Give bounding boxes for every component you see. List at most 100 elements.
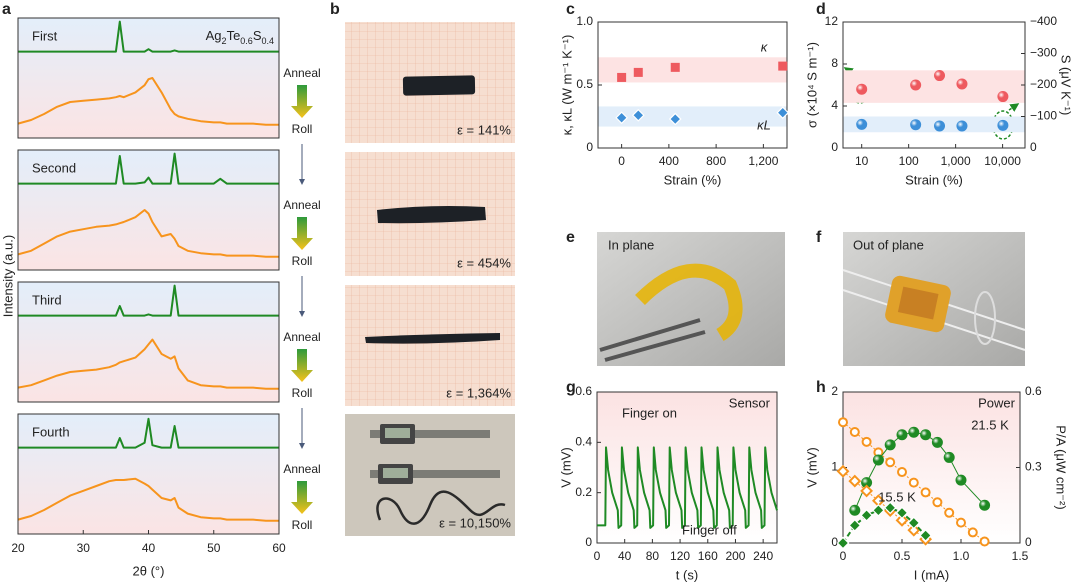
marker: [861, 436, 872, 447]
marker: [907, 516, 921, 530]
x-tick-label: 20: [11, 541, 25, 555]
panel-background: [18, 150, 279, 270]
marker: [633, 67, 643, 77]
plot-frame: [596, 391, 778, 544]
x-tick-label: 40: [618, 549, 632, 563]
x-axis-label: I (mA): [914, 567, 949, 582]
marker: [908, 426, 920, 438]
plot-background: [843, 392, 1020, 543]
marker: [836, 536, 850, 550]
formula-part: 0.4: [261, 36, 274, 46]
y-tick-label: 0: [831, 140, 838, 154]
marker: [883, 501, 897, 515]
x-tick-label: 0: [594, 549, 601, 563]
spectrum-line: [18, 20, 279, 53]
marker: [908, 477, 919, 488]
y-tick-label: 0: [585, 535, 592, 549]
marker: [967, 527, 978, 538]
y-tick-label: 0.6: [575, 384, 592, 398]
marker: [920, 429, 932, 441]
annotation: 21.5 K: [971, 417, 1009, 432]
spectrum-line: [17, 477, 279, 522]
y-tick-label: 0: [586, 140, 593, 154]
marker: [979, 536, 990, 547]
panel-background: [18, 414, 279, 534]
marker: [885, 457, 896, 468]
x-tick-label: 0: [840, 549, 847, 563]
x-axis-label: Strain (%): [664, 172, 722, 187]
series-label: κ: [761, 39, 769, 54]
marker: [943, 451, 955, 463]
marker: [931, 436, 943, 448]
marker: [956, 78, 968, 90]
formula-part: 0.6: [240, 36, 253, 46]
marker: [848, 474, 862, 488]
panel-letter: d: [816, 1, 826, 18]
photo-caption: ε = 1,364%: [446, 385, 511, 400]
x-tick-label: 1,000: [941, 154, 971, 168]
formula-part: 2: [222, 36, 227, 46]
process-arrow: [291, 349, 313, 382]
panel-letter: a: [2, 1, 11, 18]
marker: [861, 477, 873, 489]
photo-b: [345, 22, 515, 536]
spectrum-line: [17, 77, 279, 126]
y-axis-label: σ (×10⁴ S m⁻¹): [804, 42, 819, 128]
process-step: Roll: [292, 122, 313, 136]
annotation: 15.5 K: [878, 489, 916, 504]
process-arrow: [291, 85, 313, 118]
band: [843, 116, 1025, 133]
y2-axis-label: P/A (μW cm⁻²): [1054, 425, 1069, 509]
marker: [615, 111, 628, 125]
x-tick-label: 160: [698, 549, 718, 563]
x-tick-label: 50: [207, 541, 221, 555]
process-step: Roll: [292, 254, 313, 268]
panel-name: Fourth: [32, 424, 70, 439]
marker: [860, 508, 873, 522]
y2-tick-label: −300: [1030, 46, 1057, 60]
panel-name: First: [32, 28, 58, 43]
x-tick-label: 30: [77, 541, 91, 555]
y2-tick-label: −400: [1030, 14, 1057, 28]
y-axis-label: V (mV): [558, 447, 573, 487]
x-tick-label: 1.5: [1012, 549, 1029, 563]
y-tick-label: 1: [831, 460, 838, 474]
marker: [979, 499, 991, 511]
process-arrow: [291, 481, 313, 514]
process-step: Anneal: [283, 462, 320, 476]
x-tick-label: 100: [899, 154, 919, 168]
formula: Ag2Te0.6S0.4: [206, 28, 274, 46]
formula-part: Te: [227, 28, 241, 43]
x-tick-label: 10: [855, 154, 869, 168]
x-tick-label: 40: [142, 541, 156, 555]
marker: [956, 120, 968, 132]
annotation: Finger off: [682, 522, 737, 537]
y-tick-label: 1.0: [576, 14, 593, 28]
y2-tick-label: 0.3: [1025, 460, 1042, 474]
y-axis-label: Intensity (a.u.): [0, 235, 15, 317]
panel-frame: [17, 281, 280, 403]
x-tick-label: 60: [272, 541, 286, 555]
y2-tick-label: 0.6: [1025, 384, 1042, 398]
x-tick-label: 400: [659, 154, 679, 168]
panel-background: [18, 282, 279, 402]
marker: [776, 106, 790, 120]
marker: [955, 474, 967, 486]
marker: [934, 70, 946, 82]
panel-letter: e: [566, 229, 575, 246]
marker: [920, 487, 931, 498]
marker: [860, 484, 874, 498]
panel-frame: [17, 149, 280, 271]
process-step: Roll: [292, 386, 313, 400]
band: [598, 106, 787, 127]
spectrum-line: [18, 152, 279, 185]
annotation: Finger on: [622, 405, 677, 420]
panel-letter: g: [566, 379, 576, 396]
x-tick-label: 1.0: [953, 549, 970, 563]
y-tick-label: 0.2: [575, 485, 592, 499]
panel-frame: [17, 17, 280, 139]
x-tick-label: 200: [725, 549, 745, 563]
x-tick-label: 0: [618, 154, 625, 168]
panel-name: Second: [32, 160, 76, 175]
